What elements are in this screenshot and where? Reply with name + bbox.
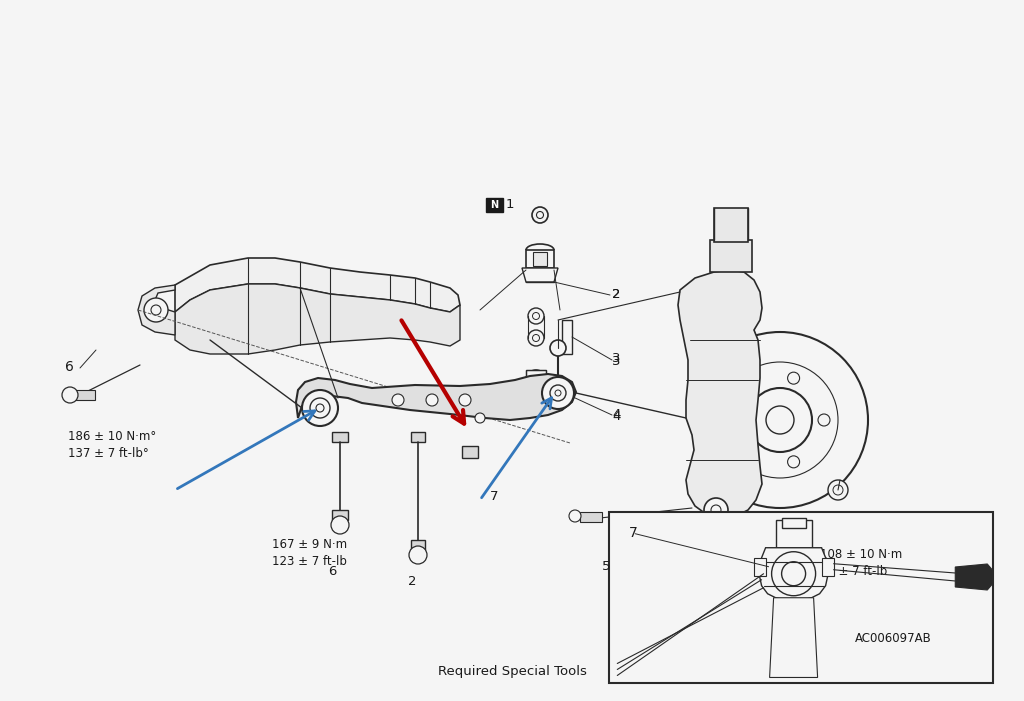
Bar [332, 432, 348, 442]
Text: 108 ± 10 N·m
80 ± 7 ft-lb: 108 ± 10 N·m 80 ± 7 ft-lb [820, 548, 902, 578]
Text: 167 ± 9 N·m
123 ± 7 ft-lb: 167 ± 9 N·m 123 ± 7 ft-lb [272, 538, 347, 568]
Text: 2: 2 [408, 575, 416, 588]
Bar [534, 252, 547, 266]
Text: 3: 3 [612, 355, 621, 368]
Polygon shape [678, 270, 762, 518]
Bar [609, 512, 993, 683]
Bar [411, 432, 425, 442]
Bar [332, 510, 348, 520]
Circle shape [528, 330, 544, 346]
Text: 7: 7 [490, 490, 499, 503]
Bar [462, 446, 478, 458]
Text: 4: 4 [612, 408, 621, 421]
Circle shape [532, 207, 548, 223]
Circle shape [459, 394, 471, 406]
Circle shape [426, 394, 438, 406]
Circle shape [772, 552, 815, 596]
Polygon shape [138, 285, 175, 335]
Circle shape [409, 546, 427, 564]
Circle shape [766, 406, 794, 434]
Circle shape [555, 390, 561, 396]
Circle shape [331, 516, 349, 534]
Polygon shape [770, 598, 817, 677]
Text: 2: 2 [612, 288, 621, 301]
Polygon shape [759, 547, 828, 600]
Text: AC006097AB: AC006097AB [855, 632, 932, 645]
Circle shape [738, 440, 751, 452]
Circle shape [316, 404, 324, 412]
Circle shape [144, 298, 168, 322]
Circle shape [781, 562, 806, 586]
Text: 6: 6 [328, 565, 336, 578]
Circle shape [62, 387, 78, 403]
Circle shape [550, 340, 566, 356]
Circle shape [705, 498, 728, 522]
Circle shape [722, 362, 838, 478]
Circle shape [828, 480, 848, 500]
Text: 5: 5 [602, 560, 610, 573]
Circle shape [748, 388, 812, 452]
Bar [411, 540, 425, 550]
Bar [75, 390, 95, 400]
Circle shape [833, 485, 843, 495]
Text: N: N [490, 200, 499, 210]
Circle shape [392, 394, 404, 406]
Circle shape [532, 334, 540, 341]
Bar [821, 558, 834, 576]
Text: 186 ± 10 N·m°
137 ± 7 ft-lb°: 186 ± 10 N·m° 137 ± 7 ft-lb° [68, 430, 157, 460]
Circle shape [526, 370, 546, 390]
Text: 7: 7 [630, 526, 638, 540]
Circle shape [569, 510, 581, 522]
Circle shape [818, 414, 830, 426]
Text: Required Special Tools: Required Special Tools [437, 665, 587, 678]
Circle shape [528, 308, 544, 324]
Bar [526, 250, 554, 268]
Bar [754, 558, 766, 576]
Circle shape [151, 305, 161, 315]
Text: 3: 3 [612, 352, 621, 365]
Polygon shape [175, 258, 460, 312]
Circle shape [537, 212, 544, 219]
Bar [714, 208, 748, 242]
Polygon shape [175, 284, 460, 354]
Bar [562, 320, 572, 354]
Circle shape [738, 388, 751, 400]
Bar [781, 518, 806, 528]
Bar [710, 240, 752, 272]
Bar [526, 370, 546, 390]
Circle shape [542, 377, 574, 409]
Polygon shape [955, 564, 993, 590]
Bar [580, 512, 602, 522]
Circle shape [787, 372, 800, 384]
Text: 2: 2 [612, 288, 621, 301]
Circle shape [532, 313, 540, 320]
Circle shape [787, 456, 800, 468]
Bar [486, 198, 503, 212]
Circle shape [310, 398, 330, 418]
Polygon shape [296, 374, 575, 420]
Text: 4: 4 [612, 410, 621, 423]
Circle shape [302, 390, 338, 426]
Circle shape [711, 505, 721, 515]
Circle shape [531, 375, 541, 385]
Text: 1: 1 [506, 198, 514, 212]
Circle shape [550, 385, 566, 401]
Bar [775, 519, 812, 547]
Circle shape [692, 332, 868, 508]
Polygon shape [522, 268, 558, 282]
Circle shape [475, 413, 485, 423]
Text: 6: 6 [65, 360, 74, 374]
